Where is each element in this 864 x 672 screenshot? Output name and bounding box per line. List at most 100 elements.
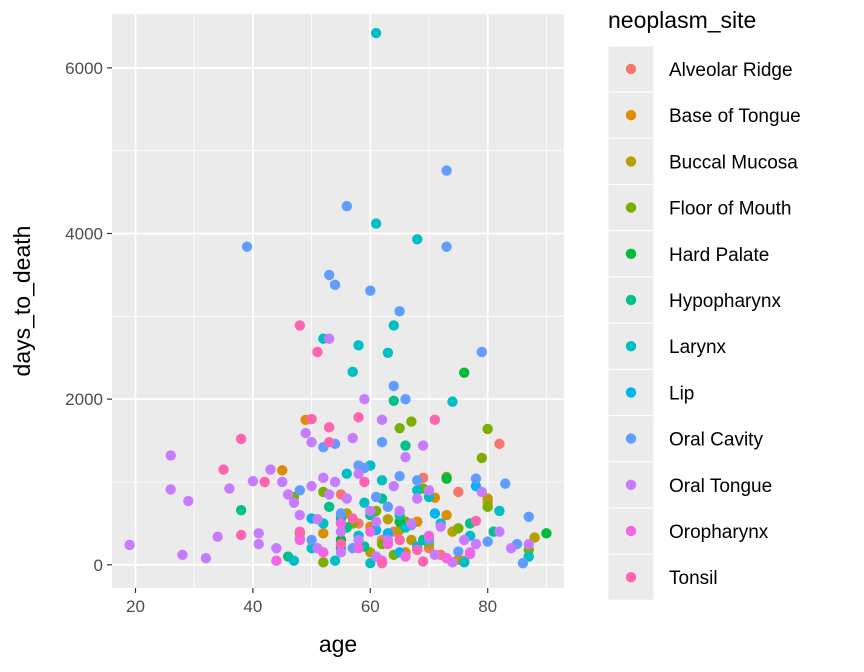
legend-marker bbox=[625, 525, 637, 537]
legend-label: Alveolar Ridge bbox=[669, 60, 793, 81]
data-point bbox=[294, 485, 306, 496]
legend-label: Lip bbox=[669, 383, 694, 404]
data-point bbox=[294, 534, 306, 546]
x-tick-label: 80 bbox=[478, 597, 497, 616]
data-point bbox=[235, 433, 247, 445]
data-point bbox=[306, 534, 317, 546]
x-tick-label: 60 bbox=[361, 597, 380, 616]
data-point bbox=[412, 475, 423, 486]
data-point bbox=[394, 505, 405, 517]
data-point bbox=[370, 516, 382, 527]
data-point bbox=[388, 480, 399, 492]
legend-marker bbox=[625, 341, 637, 352]
legend-label: Tonsil bbox=[669, 568, 718, 589]
data-point bbox=[382, 514, 394, 525]
data-point bbox=[376, 475, 388, 486]
data-point bbox=[341, 468, 353, 479]
data-point bbox=[294, 509, 306, 521]
legend-marker bbox=[625, 572, 637, 583]
legend-label: Hypopharynx bbox=[669, 291, 781, 312]
legend-item: Larynx bbox=[607, 322, 727, 370]
legend-label: Oral Tongue bbox=[669, 476, 772, 497]
legend-item: Base of Tongue bbox=[607, 91, 801, 139]
data-point bbox=[294, 320, 306, 331]
data-point bbox=[335, 538, 347, 550]
data-point bbox=[200, 552, 212, 564]
data-point bbox=[482, 536, 493, 547]
data-point bbox=[423, 485, 435, 496]
data-point bbox=[523, 511, 534, 522]
data-point bbox=[282, 489, 294, 500]
data-points bbox=[124, 27, 552, 569]
data-point bbox=[476, 486, 488, 498]
data-point bbox=[365, 526, 376, 537]
data-point bbox=[459, 367, 470, 378]
legend-marker bbox=[625, 110, 637, 121]
legend-item: Buccal Mucosa bbox=[607, 137, 798, 185]
data-point bbox=[464, 547, 476, 558]
data-point bbox=[412, 485, 423, 496]
data-point bbox=[288, 497, 300, 508]
data-point bbox=[500, 478, 511, 489]
data-point bbox=[329, 555, 341, 566]
legend-item: Hypopharynx bbox=[607, 276, 781, 324]
y-tick-label: 0 bbox=[94, 556, 103, 575]
data-point bbox=[429, 414, 441, 426]
legend-label: Oropharynx bbox=[669, 522, 769, 543]
x-tick-label: 40 bbox=[243, 597, 262, 616]
data-point bbox=[494, 526, 505, 537]
legend-label: Oral Cavity bbox=[669, 430, 763, 451]
data-point bbox=[335, 547, 347, 558]
legend-item: Tonsil bbox=[607, 553, 718, 601]
data-point bbox=[441, 552, 452, 564]
data-point bbox=[335, 508, 347, 519]
data-point bbox=[235, 504, 247, 516]
data-point bbox=[523, 538, 534, 550]
data-point bbox=[494, 438, 505, 450]
legend-label: Base of Tongue bbox=[669, 106, 801, 127]
grid bbox=[112, 14, 564, 588]
data-point bbox=[353, 534, 364, 546]
legend-item: Lip bbox=[607, 368, 694, 416]
data-point bbox=[353, 468, 364, 479]
axes: 20 40 60 80 0 2000 4000 6000 bbox=[65, 59, 497, 616]
data-point bbox=[212, 531, 223, 542]
data-point bbox=[329, 279, 341, 291]
data-point bbox=[394, 306, 405, 317]
data-point bbox=[370, 27, 382, 39]
data-point bbox=[323, 422, 335, 433]
data-point bbox=[441, 241, 452, 252]
data-point bbox=[253, 538, 264, 550]
legend-marker bbox=[625, 479, 637, 490]
legend-label: Larynx bbox=[669, 337, 727, 358]
data-point bbox=[412, 234, 423, 245]
data-point bbox=[288, 555, 300, 566]
data-point bbox=[406, 416, 417, 427]
data-point bbox=[400, 551, 411, 562]
data-point bbox=[447, 396, 458, 407]
data-point bbox=[218, 464, 229, 475]
data-point bbox=[494, 505, 505, 517]
data-point bbox=[277, 476, 288, 488]
data-point bbox=[429, 549, 441, 561]
data-point bbox=[341, 493, 353, 504]
data-point bbox=[382, 347, 394, 358]
data-point bbox=[318, 472, 329, 484]
data-point bbox=[412, 493, 423, 504]
data-point bbox=[347, 366, 358, 378]
legend-marker bbox=[625, 202, 637, 213]
legend-item: Oral Cavity bbox=[607, 415, 763, 463]
legend-label: Buccal Mucosa bbox=[669, 152, 798, 173]
series-points bbox=[218, 320, 482, 569]
legend-marker bbox=[625, 63, 637, 75]
legend-marker bbox=[625, 294, 637, 306]
data-point bbox=[306, 480, 317, 492]
data-point bbox=[459, 557, 470, 568]
data-point bbox=[271, 555, 282, 566]
data-point bbox=[400, 440, 411, 451]
data-point bbox=[318, 528, 329, 539]
data-point bbox=[323, 437, 335, 448]
data-point bbox=[388, 320, 399, 331]
data-point bbox=[470, 473, 482, 484]
data-point bbox=[329, 476, 341, 488]
